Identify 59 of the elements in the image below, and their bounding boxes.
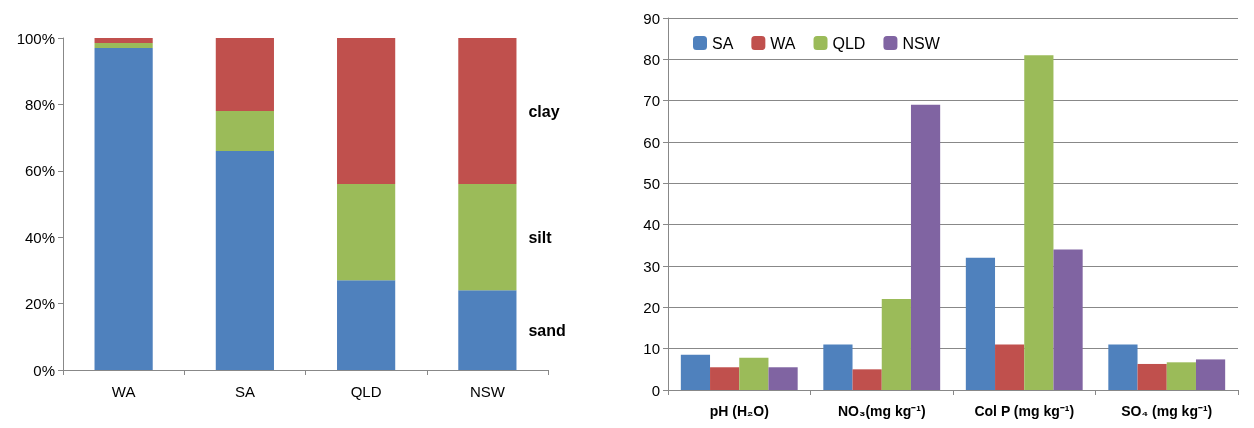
x-tick-label: NO₃(mg kg⁻¹): [837, 403, 926, 419]
y-tick-label: 70: [643, 92, 660, 110]
series-label: silt: [528, 228, 553, 246]
bar: [739, 357, 769, 390]
bar: [458, 38, 517, 185]
bar: [1195, 359, 1226, 390]
y-tick-label: 0%: [33, 361, 55, 379]
bar: [881, 299, 911, 390]
y-tick-label: 20: [643, 298, 660, 316]
bar: [94, 47, 153, 370]
y-tick-label: 100%: [16, 29, 55, 47]
y-tick-label: 50: [643, 174, 660, 192]
bar: [458, 184, 517, 291]
legend-label: WA: [770, 34, 796, 52]
y-tick-label: 40%: [24, 228, 55, 246]
bar: [1024, 55, 1054, 390]
bar: [215, 38, 274, 112]
bar: [1137, 363, 1167, 390]
x-tick-label: Col P (mg kg⁻¹): [974, 403, 1075, 419]
bar: [1166, 362, 1196, 390]
series-label: clay: [528, 102, 560, 120]
y-tick-label: 40: [643, 216, 660, 234]
bar: [94, 38, 153, 43]
y-tick-label: 20%: [24, 295, 55, 313]
bar: [995, 344, 1025, 390]
x-tick-label: SA: [234, 383, 255, 400]
series-label: sand: [528, 321, 566, 339]
y-tick-label: 90: [643, 9, 660, 27]
bar: [910, 104, 941, 390]
y-tick-label: 30: [643, 257, 660, 275]
bar: [337, 38, 396, 185]
bar: [215, 111, 274, 151]
bar: [337, 280, 396, 370]
legend-label: SA: [712, 34, 734, 52]
y-tick-label: 80%: [24, 95, 55, 113]
y-tick-label: 80: [643, 50, 660, 68]
bar: [710, 367, 740, 390]
bar: [852, 369, 882, 390]
y-tick-label: 60: [643, 133, 660, 151]
bar: [215, 150, 274, 370]
bar: [1053, 249, 1083, 390]
y-tick-label: 60%: [24, 162, 55, 180]
x-tick-label: WA: [111, 383, 136, 400]
x-tick-label: NSW: [469, 383, 506, 400]
x-tick-label: pH (H₂O): [709, 403, 769, 419]
bar: [823, 344, 853, 390]
bar: [680, 354, 711, 390]
y-tick-label: 10: [643, 340, 660, 358]
legend-label: QLD: [832, 34, 866, 52]
bar: [1108, 344, 1138, 390]
x-tick-label: QLD: [350, 383, 382, 400]
x-tick-label: SO₄ (mg kg⁻¹): [1121, 403, 1213, 419]
bar: [94, 42, 153, 48]
bar: [768, 367, 798, 390]
bar: [337, 184, 396, 281]
bar: [458, 290, 517, 370]
bar: [965, 257, 996, 390]
legend-label: NSW: [902, 34, 941, 52]
y-tick-label: 0: [651, 381, 660, 399]
